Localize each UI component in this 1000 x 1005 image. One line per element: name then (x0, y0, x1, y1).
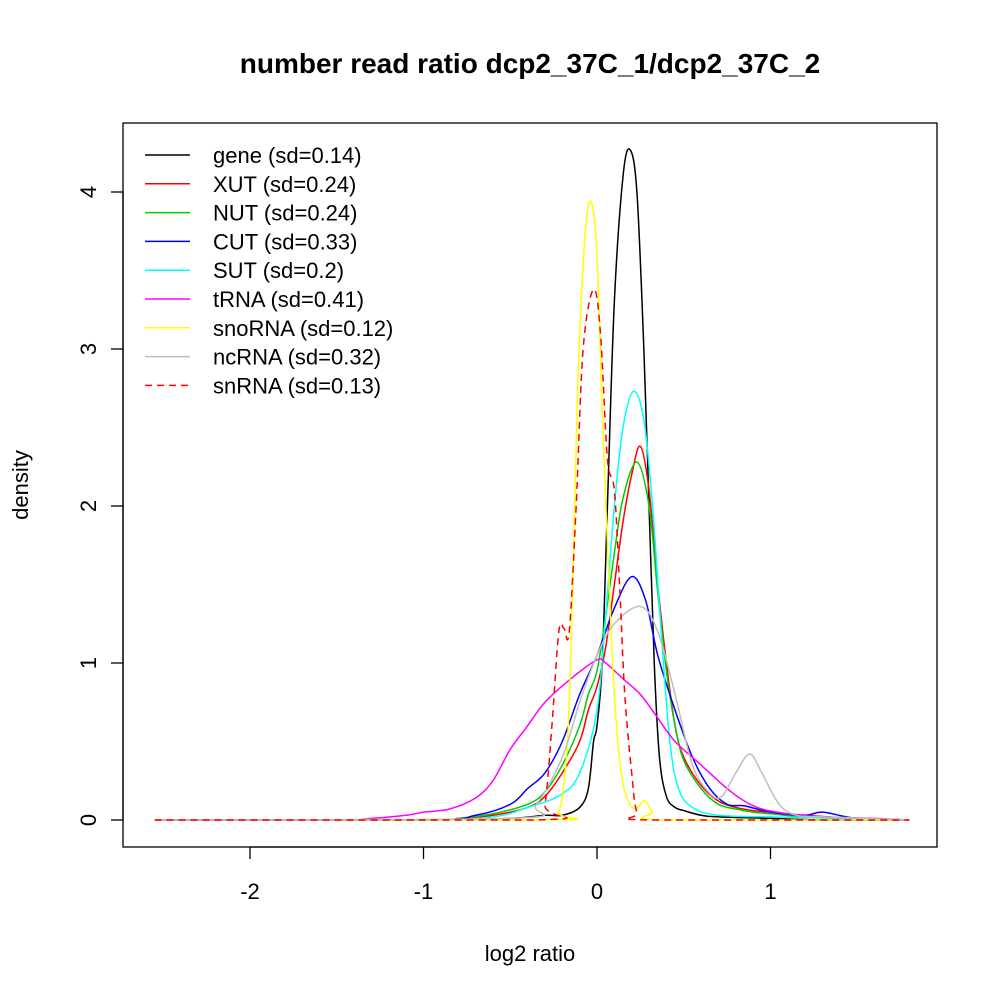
series-line-2 (154, 461, 910, 821)
y-tick-label: 0 (76, 814, 101, 826)
legend-label: snoRNA (sd=0.12) (213, 316, 393, 341)
x-axis: -2 -1 0 1 (240, 846, 777, 904)
y-tick-label: 2 (76, 500, 101, 512)
x-axis-label: log2 ratio (485, 941, 576, 966)
y-tick-label: 3 (76, 343, 101, 355)
series-line-5 (154, 658, 910, 821)
series-line-6 (154, 200, 910, 821)
x-tick-label: 1 (764, 879, 776, 904)
y-tick-label: 1 (76, 657, 101, 669)
legend-label: SUT (sd=0.2) (213, 258, 344, 283)
x-tick-label: -1 (414, 879, 434, 904)
legend-label: CUT (sd=0.33) (213, 229, 357, 254)
legend-label: tRNA (sd=0.41) (213, 287, 364, 312)
legend-label: NUT (sd=0.24) (213, 201, 357, 226)
x-tick-label: 0 (591, 879, 603, 904)
x-tick-label: -2 (240, 879, 260, 904)
legend-label: gene (sd=0.14) (213, 143, 362, 168)
series-line-8 (154, 288, 910, 821)
series-line-1 (154, 445, 910, 821)
series-line-4 (154, 390, 910, 821)
chart-title: number read ratio dcp2_37C_1/dcp2_37C_2 (240, 48, 820, 79)
y-axis-label: density (8, 450, 33, 520)
y-tick-label: 4 (76, 186, 101, 198)
curves (154, 148, 910, 821)
legend-label: ncRNA (sd=0.32) (213, 345, 381, 370)
series-line-7 (154, 605, 910, 821)
y-axis: 0 1 2 3 4 (76, 186, 124, 826)
series-line-3 (154, 575, 910, 821)
legend-label: snRNA (sd=0.13) (213, 373, 381, 398)
legend: gene (sd=0.14) XUT (sd=0.24) NUT (sd=0.24)… (145, 143, 393, 398)
legend-label: XUT (sd=0.24) (213, 172, 356, 197)
